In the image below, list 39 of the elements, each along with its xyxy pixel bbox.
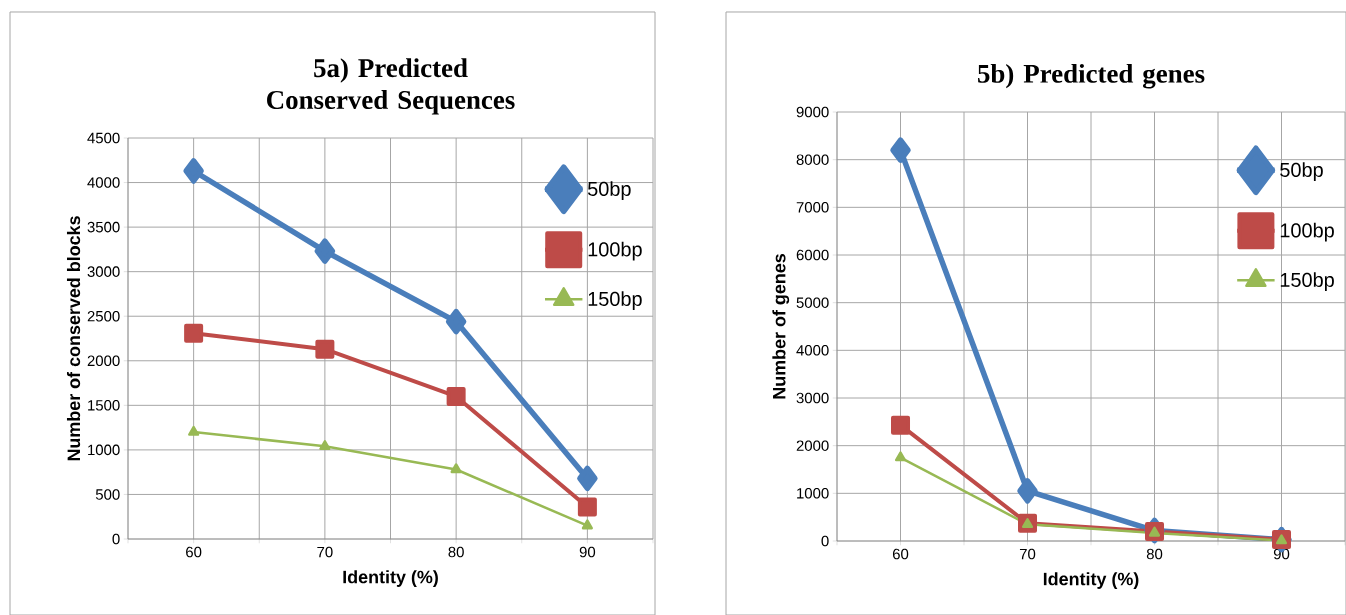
y-tick-label: 4000 — [796, 345, 829, 356]
y-tick-label: 500 — [95, 489, 120, 500]
y-tick-label: 1000 — [797, 488, 829, 499]
y-tick-label: 1000 — [88, 444, 120, 456]
y-tick-label: 0 — [821, 535, 829, 547]
x-axis-title: Identity (%) — [343, 570, 438, 587]
y-tick-label: 3500 — [87, 221, 120, 233]
y-tick-label: 8000 — [796, 154, 829, 165]
y-tick-label: 2000 — [796, 440, 829, 451]
x-tick-label: 60 — [892, 548, 909, 560]
x-tick-label: 70 — [1019, 548, 1036, 560]
legend-label: 150bp — [1280, 272, 1334, 291]
x-tick-label: 80 — [448, 546, 464, 558]
y-tick-label: 4000 — [87, 177, 120, 188]
y-tick-label: 6000 — [796, 249, 829, 261]
y-tick-label: 3000 — [87, 266, 120, 277]
y-axis-title: Number of conserved blocks — [66, 216, 81, 461]
y-tick-label: 5000 — [796, 297, 829, 308]
chart-title: 5b) Predicted genes — [978, 63, 1205, 89]
y-tick-label: 4500 — [87, 132, 120, 144]
y-tick-label: 0 — [112, 533, 120, 545]
legend-label: 50bp — [587, 181, 631, 200]
x-tick-label: 90 — [579, 546, 596, 558]
legend-label: 150bp — [588, 291, 642, 310]
legend-label: 50bp — [1280, 162, 1323, 181]
legend-label: 100bp — [588, 241, 642, 261]
y-tick-label: 2000 — [87, 355, 120, 367]
x-tick-label: 80 — [1146, 548, 1163, 560]
x-tick-label: 60 — [186, 546, 202, 558]
y-tick-label: 3000 — [796, 392, 829, 404]
y-tick-label: 2500 — [87, 310, 120, 322]
y-tick-label: 1500 — [88, 400, 120, 411]
legend-label: 100bp — [1280, 222, 1334, 242]
x-axis-title: Identity (%) — [1043, 572, 1139, 589]
x-tick-label: 70 — [317, 546, 333, 558]
y-axis-title: Number of genes — [772, 254, 790, 399]
y-tick-label: 9000 — [796, 106, 829, 118]
y-tick-label: 7000 — [796, 202, 829, 213]
chart-title: 5a) Predicted Conserved Sequences — [267, 58, 515, 115]
